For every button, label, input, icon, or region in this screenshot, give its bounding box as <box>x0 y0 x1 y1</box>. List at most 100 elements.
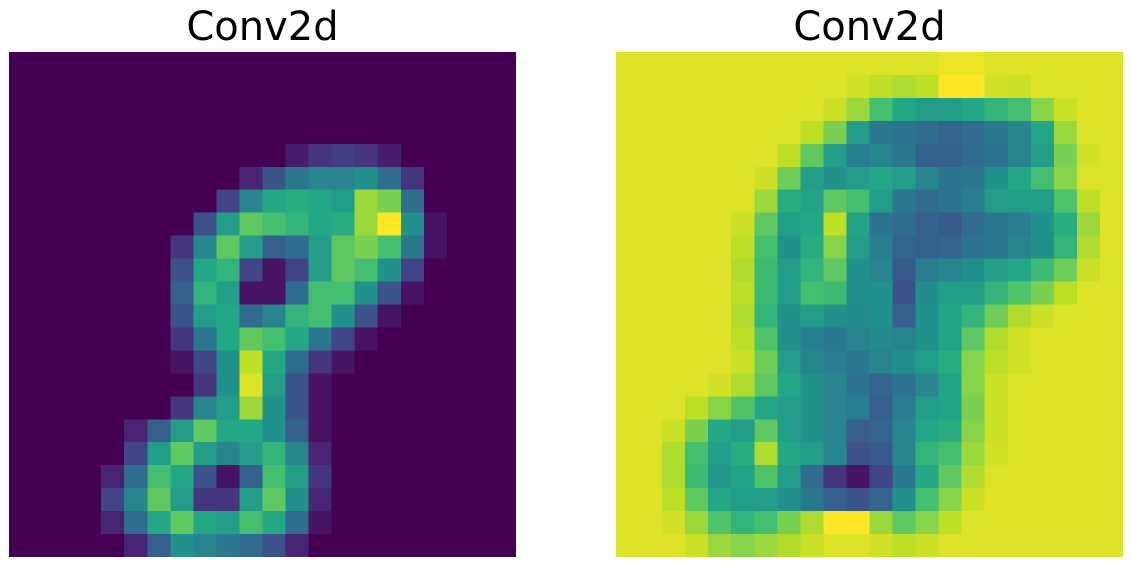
heatmap-cell <box>731 258 755 283</box>
heatmap-cell <box>331 511 356 535</box>
heatmap-cell <box>308 488 333 512</box>
heatmap-cell <box>239 488 264 512</box>
heatmap-cell <box>869 189 894 214</box>
heatmap-cell <box>1053 419 1078 443</box>
heatmap-cell <box>469 212 494 237</box>
heatmap-cell <box>639 304 663 329</box>
heatmap-cell <box>823 281 848 306</box>
heatmap-cell <box>1007 442 1032 466</box>
heatmap-cell <box>262 488 287 512</box>
heatmap-cell <box>1099 488 1123 512</box>
heatmap-cell <box>101 143 125 168</box>
heatmap-cell <box>754 396 778 420</box>
heatmap-cell <box>731 327 755 351</box>
heatmap-cell <box>262 281 287 306</box>
heatmap-cell <box>846 189 871 214</box>
heatmap-cell <box>846 534 871 557</box>
heatmap-cell <box>662 350 686 374</box>
heatmap-cell <box>869 396 894 420</box>
heatmap-cell <box>262 74 287 99</box>
heatmap-cell <box>78 350 102 374</box>
heatmap-cell <box>331 442 356 466</box>
heatmap-cell <box>469 350 494 374</box>
heatmap-cell <box>961 120 986 145</box>
heatmap-cell <box>446 120 471 145</box>
heatmap-cell <box>1076 189 1101 214</box>
heatmap-cell <box>800 120 825 145</box>
heatmap-cell <box>1007 235 1032 260</box>
heatmap-cell <box>193 327 218 351</box>
heatmap-cell <box>239 373 264 397</box>
heatmap-cell <box>124 488 148 512</box>
heatmap-cell <box>846 166 871 191</box>
heatmap-cell <box>662 189 686 214</box>
heatmap-cell <box>285 74 310 99</box>
heatmap-cell <box>101 396 125 420</box>
heatmap-cell <box>1007 189 1032 214</box>
heatmap-cell <box>469 304 494 329</box>
heatmap-cell <box>193 212 218 237</box>
heatmap-cell <box>869 235 894 260</box>
heatmap-cell <box>1099 534 1123 557</box>
heatmap-cell <box>639 74 663 99</box>
heatmap-cell <box>193 350 218 374</box>
heatmap-cell <box>777 235 801 260</box>
heatmap-cell <box>354 442 379 466</box>
heatmap-cell <box>938 350 963 374</box>
heatmap-cell <box>1007 97 1032 122</box>
heatmap-cell <box>124 350 148 374</box>
heatmap-cell <box>892 442 917 466</box>
heatmap-cell <box>308 235 333 260</box>
heatmap-cell <box>492 143 516 168</box>
heatmap-cell <box>961 74 986 99</box>
heatmap-cell <box>984 281 1009 306</box>
heatmap-cell <box>731 281 755 306</box>
heatmap-cell <box>639 52 663 76</box>
heatmap-cell <box>892 396 917 420</box>
heatmap-cell <box>800 327 825 351</box>
heatmap-cell <box>55 304 79 329</box>
heatmap-cell <box>9 350 33 374</box>
heatmap-cell <box>55 281 79 306</box>
heatmap-cell <box>78 166 102 191</box>
heatmap-cell <box>446 350 471 374</box>
heatmap-cell <box>446 396 471 420</box>
heatmap-cell <box>377 419 402 443</box>
heatmap-cell <box>78 97 102 122</box>
heatmap-cell <box>915 52 940 76</box>
heatmap-cell <box>1099 373 1123 397</box>
heatmap-cell <box>354 189 379 214</box>
heatmap-cell <box>731 419 755 443</box>
heatmap-cell <box>685 534 709 557</box>
heatmap-cell <box>216 74 241 99</box>
heatmap-cell <box>354 281 379 306</box>
heatmap-cell <box>777 488 801 512</box>
heatmap-cell <box>823 235 848 260</box>
heatmap-cell <box>1099 350 1123 374</box>
heatmap-cell <box>1099 465 1123 489</box>
heatmap-cell <box>1007 511 1032 535</box>
heatmap-cell <box>1053 327 1078 351</box>
heatmap-cell <box>9 97 33 122</box>
heatmap-cell <box>193 373 218 397</box>
heatmap-cell <box>754 465 778 489</box>
heatmap-cell <box>216 120 241 145</box>
heatmap-cell <box>216 52 241 76</box>
heatmap-cell <box>377 212 402 237</box>
heatmap-cell <box>423 350 448 374</box>
heatmap-cell <box>685 281 709 306</box>
heatmap-cell <box>32 52 56 76</box>
heatmap-cell <box>961 442 986 466</box>
heatmap-cell <box>731 189 755 214</box>
heatmap-cell <box>216 327 241 351</box>
heatmap-cell <box>262 97 287 122</box>
heatmap-cell <box>1007 74 1032 99</box>
heatmap-cell <box>469 534 494 557</box>
heatmap-cell <box>708 534 732 557</box>
heatmap-cell <box>492 189 516 214</box>
heatmap-cell <box>1030 534 1055 557</box>
heatmap-cell <box>78 419 102 443</box>
heatmap-cell <box>1099 258 1123 283</box>
heatmap-cell <box>892 488 917 512</box>
heatmap-cell <box>285 52 310 76</box>
